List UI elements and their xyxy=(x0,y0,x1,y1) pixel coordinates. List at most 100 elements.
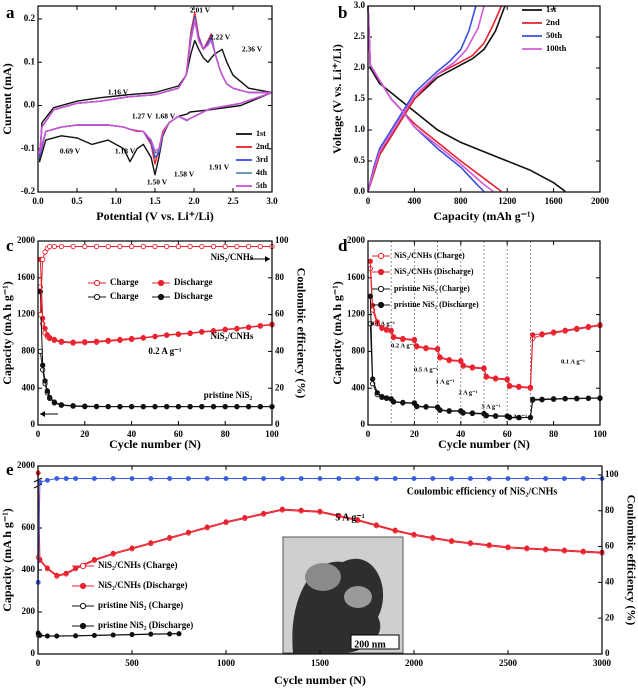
data-point xyxy=(73,633,79,639)
x-tick-label: 0 xyxy=(36,429,41,439)
y-tick-label: 0 xyxy=(31,648,36,658)
data-point xyxy=(539,396,545,402)
x-tick-label: 0.5 xyxy=(71,196,83,206)
y2-tick-label: 40 xyxy=(605,576,615,586)
data-point xyxy=(44,477,50,483)
data-point xyxy=(469,410,476,416)
data-point xyxy=(261,476,267,481)
data-point xyxy=(242,476,248,481)
data-point xyxy=(261,510,267,516)
x-tick-label: 60 xyxy=(503,429,513,439)
panel-label: d xyxy=(338,236,348,255)
data-point xyxy=(58,243,65,250)
legend-label: Charge xyxy=(110,291,139,301)
annotation: 0.1 A g⁻¹ xyxy=(561,358,585,365)
data-point xyxy=(167,476,173,481)
legend-label: 100th xyxy=(546,43,567,53)
y-tick-label: 2.5 xyxy=(354,31,366,41)
data-point xyxy=(93,403,100,410)
data-point xyxy=(117,336,123,343)
series-line xyxy=(367,5,485,192)
data-point xyxy=(373,476,379,481)
y-tick-label: 0 xyxy=(31,419,36,429)
legend-label: pristine NiS₂ (Discharge) xyxy=(394,300,479,309)
annotation: 0.2 A g⁻¹ xyxy=(391,342,415,349)
data-point xyxy=(82,243,88,250)
legend-marker xyxy=(79,622,87,630)
data-point xyxy=(379,324,385,331)
data-point xyxy=(70,403,76,409)
data-point xyxy=(458,357,464,364)
data-point xyxy=(400,399,406,406)
data-point xyxy=(585,395,592,401)
x-tick-label: 20 xyxy=(410,429,420,439)
y-axis-label: Voltage (V vs. Li⁺/Li) xyxy=(330,44,344,154)
data-point xyxy=(175,331,182,337)
data-point xyxy=(117,403,123,410)
data-point xyxy=(317,508,323,514)
y2-tick-label: 60 xyxy=(275,309,285,319)
data-point xyxy=(187,330,193,336)
data-point xyxy=(175,403,182,410)
data-point xyxy=(44,565,50,571)
legend-label: 1st xyxy=(546,4,557,14)
scale-box xyxy=(350,634,400,650)
legend-label: 3rd xyxy=(256,155,269,164)
data-point xyxy=(562,327,568,333)
data-point xyxy=(199,328,205,335)
x-tick-label: 60 xyxy=(174,429,184,439)
data-point xyxy=(388,327,394,333)
data-point xyxy=(550,396,557,402)
data-point xyxy=(91,476,97,481)
data-point xyxy=(530,332,536,338)
data-point xyxy=(530,396,536,402)
annotation: 200 nm xyxy=(354,639,386,650)
data-point xyxy=(414,403,420,409)
data-point xyxy=(187,243,193,250)
y2-axis-label: Coulombic efficiency (%) xyxy=(624,495,638,626)
x-tick-label: 0 xyxy=(366,429,371,439)
data-point xyxy=(58,402,65,408)
x-tick-label: 80 xyxy=(221,429,231,439)
y-tick-label: 2.0 xyxy=(354,62,366,72)
y-tick-label: 200 xyxy=(22,606,36,616)
data-point xyxy=(117,243,123,250)
annotation: 5 A g⁻¹ xyxy=(481,403,500,410)
data-point xyxy=(383,395,390,401)
annotation: 5 A g⁻¹ xyxy=(335,512,364,523)
y2-tick-label: 20 xyxy=(605,612,615,622)
data-point xyxy=(128,243,135,250)
data-point xyxy=(446,357,452,363)
data-point xyxy=(483,412,489,418)
data-point xyxy=(355,517,361,523)
data-point xyxy=(481,365,487,371)
data-point xyxy=(486,542,492,548)
annotation: 1.16 V xyxy=(108,88,129,97)
y-tick-label: 1.0 xyxy=(354,124,366,134)
legend-label: pristine NiS₂ (Charge) xyxy=(98,600,183,610)
data-point xyxy=(91,557,97,562)
x-tick-label: 2.0 xyxy=(188,196,200,206)
data-point xyxy=(73,476,79,481)
y-tick-label: 2000 xyxy=(17,235,36,245)
y2-tick-label: 80 xyxy=(275,272,285,282)
data-point xyxy=(585,323,592,330)
y-tick-label: 0.2 xyxy=(24,13,36,23)
data-point xyxy=(505,476,511,481)
data-point xyxy=(93,243,100,250)
x-tick-label: 100 xyxy=(593,429,607,439)
annotation: 1.50 V xyxy=(147,178,168,187)
y-tick-label: -0.2 xyxy=(21,186,36,196)
legend-label: NiS₂/CNHs (Discharge) xyxy=(394,267,474,276)
data-point xyxy=(574,395,580,401)
data-point xyxy=(411,476,417,481)
data-point xyxy=(355,476,361,481)
data-point xyxy=(483,373,489,379)
legend-label: 4th xyxy=(256,168,268,177)
data-point xyxy=(152,333,158,339)
data-point xyxy=(257,243,263,250)
y2-tick-label: 0 xyxy=(275,419,280,429)
y-tick-label: 1600 xyxy=(347,272,366,282)
data-point xyxy=(434,345,441,352)
